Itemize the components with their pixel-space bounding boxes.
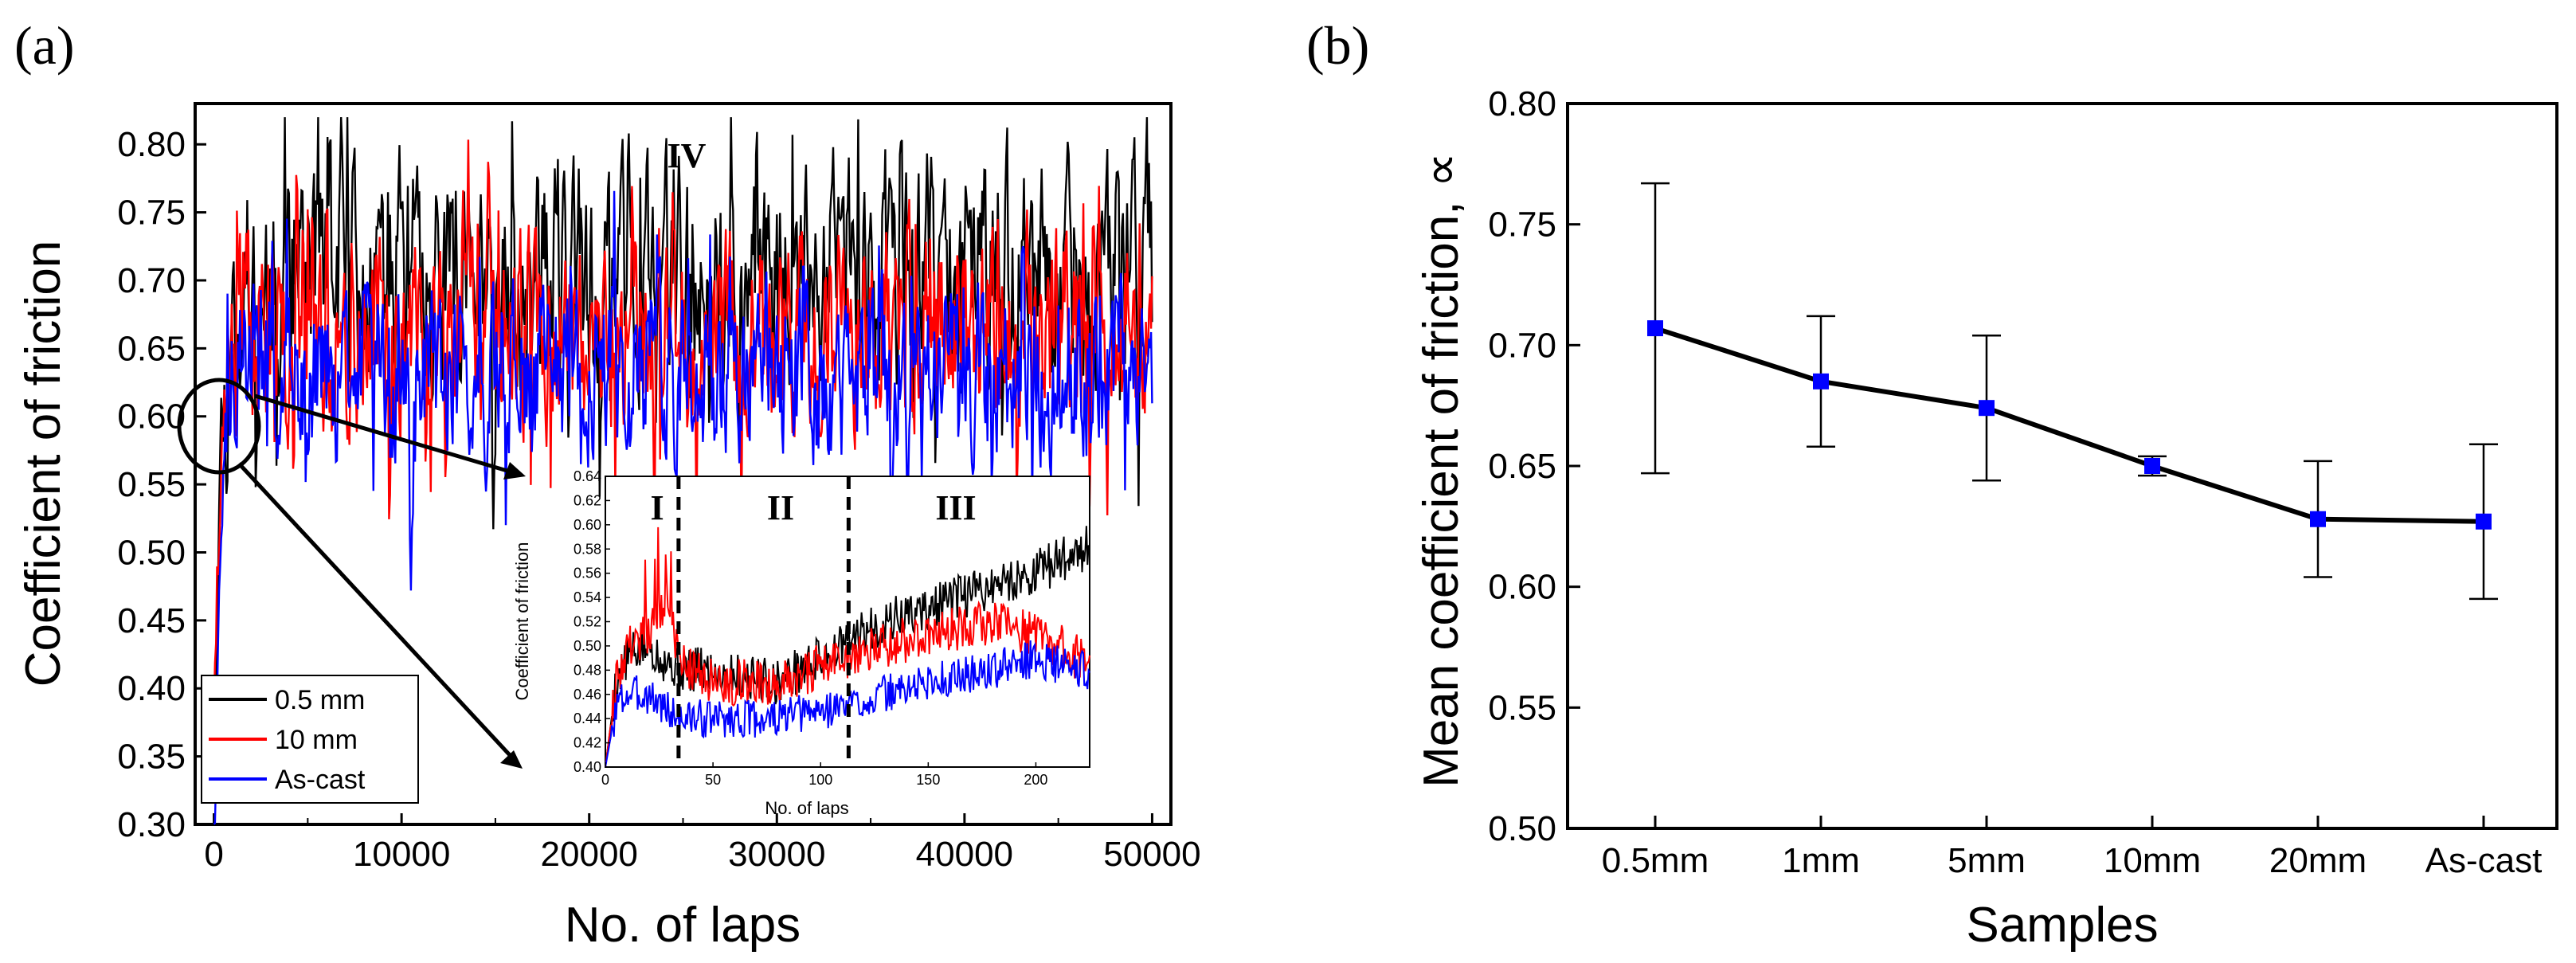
region-label-i: I <box>650 488 664 527</box>
inset-x-tick-label: 150 <box>916 772 940 788</box>
panel-a-y-tick-label: 0.55 <box>117 465 186 504</box>
panel-b-markers <box>1647 320 2492 530</box>
panel-b-x-tick-label: As-cast <box>2425 841 2543 880</box>
inset-y-tick-label: 0.50 <box>574 638 601 654</box>
zoom-arrow-lower <box>237 462 511 757</box>
panel-a-y-tick-label: 0.60 <box>117 397 186 436</box>
panel-a-x-tick-label: 0 <box>204 835 223 874</box>
zoom-circle <box>177 378 261 475</box>
series-line-as-cast <box>213 190 1153 825</box>
panel-a-legend: 0.5 mm 10 mm As-cast <box>201 675 419 804</box>
panel-a-x-tick-label: 40000 <box>916 835 1013 874</box>
inset-y-tick-label: 0.44 <box>574 711 601 726</box>
panel-b-label: (b) <box>1306 15 1369 76</box>
panel-a-y-tick-label: 0.35 <box>117 738 186 777</box>
panel-a-series <box>213 117 1153 825</box>
data-point-marker <box>2144 458 2160 474</box>
panel-a-x-axis-title: No. of laps <box>565 898 801 953</box>
panel-b-y-tick-label: 0.50 <box>1488 809 1556 848</box>
region-label-iii: III <box>935 488 976 527</box>
inset-y-tick-label: 0.52 <box>574 614 601 630</box>
zoom-arrowhead-lower <box>500 750 523 769</box>
panel-b-error-bars <box>1641 182 2498 601</box>
inset-dividers <box>676 476 851 767</box>
panel-a-label: (a) <box>14 15 74 76</box>
inset-y-tick-label: 0.56 <box>574 566 601 581</box>
inset-y-tick-label: 0.58 <box>574 541 601 557</box>
inset-y-tick-label: 0.54 <box>574 589 601 605</box>
region-label-iv: IV <box>667 136 707 175</box>
inset-y-tick-label: 0.48 <box>574 662 601 678</box>
panel-b-y-tick-label: 0.55 <box>1488 688 1556 727</box>
panel-b-y-axis-title: Mean coefficient of friction, ∝ <box>1414 152 1469 788</box>
inset-series-line-10-mm <box>605 527 1090 768</box>
data-point-marker <box>1979 400 1995 417</box>
inset-plot: 0.40 0.42 0.44 0.46 0.48 0.50 0.52 0.54 0.56 0.58… <box>512 468 1090 818</box>
inset-y-axis-title: Coefficient of friction <box>512 542 532 701</box>
panel-a-y-tick-label: 0.65 <box>117 329 186 368</box>
panel-a-x-tick-label: 50000 <box>1103 835 1200 874</box>
legend-label: 10 mm <box>275 725 358 755</box>
panel-b-y-ticks: 0.50 0.55 0.60 0.65 0.70 0.75 0.80 <box>1488 84 1580 848</box>
panel-a-y-tick-label: 0.75 <box>117 194 186 233</box>
inset-y-tick-label: 0.46 <box>574 687 601 703</box>
panel-a-y-axis-title: Coefficient of friction <box>16 241 71 687</box>
inset-x-tick-label: 0 <box>601 772 609 788</box>
panel-a-y-tick-label: 0.45 <box>117 601 186 640</box>
inset-y-tick-label: 0.62 <box>574 492 601 508</box>
inset-y-ticks: 0.40 0.42 0.44 0.46 0.48 0.50 0.52 0.54 0.56 0.58… <box>574 468 610 775</box>
inset-x-axis-title: No. of laps <box>765 798 848 818</box>
panel-a-y-tick-label: 0.70 <box>117 261 186 300</box>
panel-a-x-tick-label: 30000 <box>728 835 825 874</box>
panel-a-x-ticks: 0 10000 20000 30000 40000 50000 <box>204 813 1201 874</box>
panel-b-x-tick-label: 20mm <box>2269 841 2367 880</box>
inset-series-line-0-5-mm <box>605 526 1090 768</box>
inset-y-tick-label: 0.42 <box>574 735 601 751</box>
panel-b-y-tick-label: 0.70 <box>1488 326 1556 365</box>
inset-y-tick-label: 0.64 <box>574 468 601 484</box>
panel-b-plot: 0.50 0.55 0.60 0.65 0.70 0.75 0.80 0.5mm 1mm 5mm… <box>1488 84 2558 880</box>
panel-b-frame <box>1566 102 2558 830</box>
panel-a-x-tick-label: 20000 <box>541 835 638 874</box>
panel-b-x-axis-title: Samples <box>1966 898 2158 953</box>
panel-b-y-tick-label: 0.80 <box>1488 84 1556 123</box>
legend-label: 0.5 mm <box>275 685 365 715</box>
zoom-arrowhead-upper <box>503 462 526 480</box>
panel-b-mean-line <box>1654 326 2484 524</box>
zoom-arrow-upper <box>254 393 511 474</box>
panel-a-y-tick-label: 0.80 <box>117 125 186 164</box>
panel-a-x-tick-label: 10000 <box>353 835 450 874</box>
panel-b-y-tick-label: 0.65 <box>1488 447 1556 486</box>
inset-y-tick-label: 0.40 <box>574 759 601 775</box>
panel-b-x-tick-label: 10mm <box>2104 841 2201 880</box>
data-point-marker <box>2476 513 2492 530</box>
panel-b-x-ticks: 0.5mm 1mm 5mm 10mm 20mm As-cast <box>1602 816 2543 880</box>
region-label-ii: II <box>767 488 794 527</box>
data-point-marker <box>2310 511 2326 527</box>
inset-x-tick-label: 100 <box>808 772 832 788</box>
panel-a-y-ticks: 0.30 0.35 0.40 0.45 0.50 0.55 0.60 0.65 0.70 0.75… <box>117 125 206 844</box>
panel-b-y-tick-label: 0.75 <box>1488 206 1556 245</box>
inset-x-ticks: 0 50 100 150 200 <box>601 762 1047 788</box>
legend-label: As-cast <box>275 765 366 795</box>
panel-a-y-tick-label: 0.30 <box>117 805 186 844</box>
data-point-marker <box>1647 320 1663 337</box>
panel-a-y-tick-label: 0.40 <box>117 669 186 708</box>
inset-y-tick-label: 0.60 <box>574 517 601 533</box>
panel-a-y-tick-label: 0.50 <box>117 533 186 572</box>
panel-a-plot: 0.30 0.35 0.40 0.45 0.50 0.55 0.60 0.65 0.70 0.75… <box>117 102 1201 874</box>
data-point-marker <box>1813 373 1829 390</box>
panel-b-y-tick-label: 0.60 <box>1488 568 1556 607</box>
panel-b-x-tick-label: 0.5mm <box>1602 841 1709 880</box>
panel-b-x-tick-label: 1mm <box>1782 841 1860 880</box>
inset-x-tick-label: 50 <box>705 772 721 788</box>
inset-x-tick-label: 200 <box>1024 772 1047 788</box>
panel-b-x-tick-label: 5mm <box>1948 841 2026 880</box>
